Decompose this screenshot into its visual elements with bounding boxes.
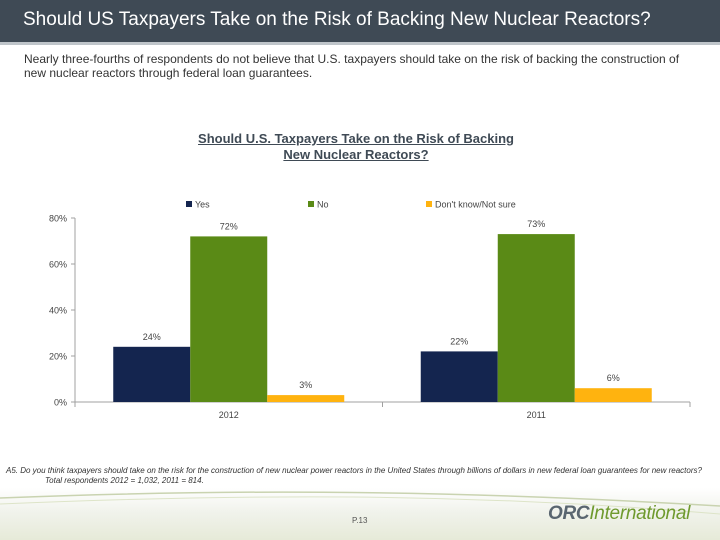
legend-swatch [426,201,432,207]
y-tick-label: 0% [54,398,67,408]
data-label: 73% [527,219,545,229]
y-tick-label: 40% [49,306,67,316]
intro-text: Nearly three-fourths of respondents do n… [24,52,680,80]
x-tick-label: 2011 [527,410,546,420]
legend-label: Yes [195,200,210,210]
footnote-base: Total respondents 2012 = 1,032, 2011 = 8… [45,476,204,485]
y-tick-label: 80% [49,214,67,224]
logo-orc: ORC [548,503,590,524]
data-label: 3% [299,380,312,390]
bar-yes-2011 [420,351,498,402]
data-label: 22% [450,336,468,346]
chart-title-line-1: Should U.S. Taxpayers Take on the Risk o… [198,131,514,146]
logo-international: International [589,503,691,524]
legend-swatch [308,201,314,207]
legend-label: No [317,200,329,210]
footer-swoosh [0,491,720,515]
footnote: A5. Do you think taxpayers should take o… [6,466,718,486]
data-label: 24% [143,332,161,342]
x-tick-label: 2012 [219,410,239,420]
data-label: 72% [220,221,238,231]
bar-no-2011 [497,234,575,402]
page-number: P.13 [352,516,368,525]
chart-title-line-2: New Nuclear Reactors? [283,147,429,162]
bar-don-t-know-not-sure-2011 [574,388,652,402]
bar-no-2012 [190,236,268,402]
title-divider [0,42,720,45]
bar-chart: Yes No Don't know/Not sure 0% 20% 40% 60% 80% 2… [49,200,691,420]
y-tick-label: 60% [49,260,67,270]
legend-label: Don't know/Not sure [435,200,516,210]
chart-data-labels: 24% 72% 3% 22% 73% 6% [143,219,620,390]
chart-title: Should U.S. Taxpayers Take on the Risk o… [0,131,712,163]
chart-bars [113,234,652,402]
y-tick-label: 20% [49,352,67,362]
footnote-question: A5. Do you think taxpayers should take o… [6,466,702,475]
legend-swatch [186,201,192,207]
orc-international-logo: ORCInternational [548,503,690,525]
page-title: Should US Taxpayers Take on the Risk of … [23,9,651,30]
bar-yes-2012 [113,346,191,402]
chart-legend: Yes No Don't know/Not sure [186,200,516,210]
title-bar: Should US Taxpayers Take on the Risk of … [0,0,720,42]
bar-don-t-know-not-sure-2012 [267,395,345,402]
data-label: 6% [607,373,620,383]
